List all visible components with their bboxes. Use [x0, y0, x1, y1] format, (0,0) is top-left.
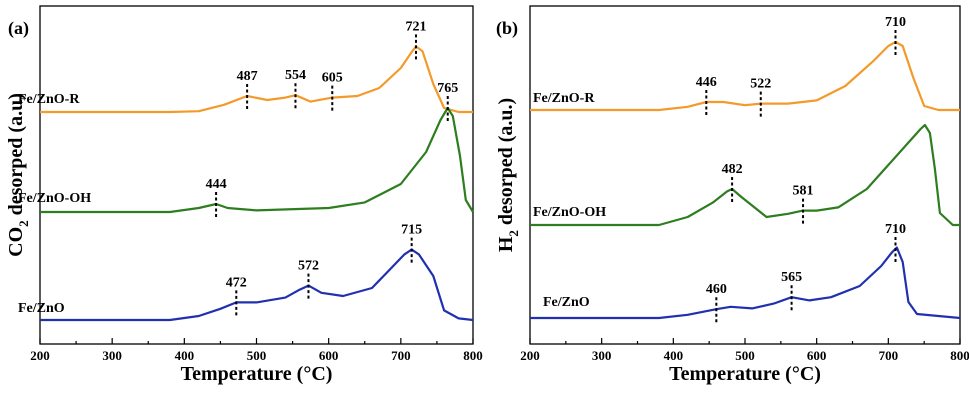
series-label: Fe/ZnO-OH — [533, 205, 606, 220]
peak-label: 710 — [885, 15, 906, 30]
x-tick-label: 700 — [879, 348, 899, 363]
x-tick-label: 700 — [391, 348, 411, 363]
peak-label: 472 — [226, 275, 247, 290]
x-tick-label: 400 — [664, 348, 684, 363]
x-tick-label: 200 — [520, 348, 540, 363]
peak-label: 522 — [750, 77, 771, 92]
y-axis-title: H2 desorped (a.u.) — [495, 98, 521, 252]
peak-label: 572 — [298, 259, 319, 274]
peak-label: 710 — [885, 222, 906, 237]
y-axis-title: CO2 desorped (a.u) — [5, 93, 31, 257]
peak-label: 554 — [285, 68, 306, 83]
peak-label: 605 — [322, 71, 343, 86]
peak-label: 715 — [401, 223, 422, 238]
peak-label: 765 — [437, 81, 458, 96]
series-label: Fe/ZnO — [18, 301, 65, 316]
peak-label: 460 — [706, 282, 727, 297]
series-label: Fe/ZnO-R — [18, 92, 80, 107]
x-tick-label: 800 — [463, 348, 483, 363]
x-tick-label: 500 — [247, 348, 267, 363]
x-tick-label: 300 — [592, 348, 612, 363]
series-line-fe-zno — [530, 246, 961, 320]
x-tick-label: 600 — [807, 348, 827, 363]
x-axis-title: Temperature (°C) — [669, 363, 821, 385]
x-tick-label: 400 — [175, 348, 195, 363]
series-line-fe-zno-oh — [530, 123, 960, 227]
series-line-fe-zno — [40, 248, 474, 322]
series-label: Fe/ZnO-R — [533, 91, 595, 106]
panel-label: (a) — [8, 18, 29, 39]
series-line-fe-zno-r — [530, 40, 960, 112]
plot-frame — [529, 5, 961, 345]
peak-label: 482 — [722, 162, 743, 177]
x-tick-label: 800 — [950, 348, 969, 363]
x-tick-label: 500 — [735, 348, 755, 363]
series-line-fe-zno-r — [40, 45, 473, 114]
panel-b: 200 300 400 500 600 700 800 Temperature (°C) H2 … — [495, 5, 969, 385]
peak-label: 565 — [781, 270, 802, 285]
peak-label: 581 — [793, 184, 814, 199]
series-label: Fe/ZnO-OH — [18, 191, 91, 206]
x-tick-label: 300 — [102, 348, 122, 363]
x-tick-label: 600 — [319, 348, 339, 363]
peak-label: 721 — [405, 19, 426, 34]
panel-a: 200 300 400 500 600 700 800 Temperature (°C) CO2… — [5, 5, 483, 385]
x-tick-label: 200 — [30, 348, 50, 363]
series-label: Fe/ZnO — [543, 295, 590, 310]
panel-label: (b) — [496, 18, 518, 39]
series-line-fe-zno-oh — [40, 106, 474, 214]
peak-label: 446 — [696, 75, 717, 90]
peak-label: 444 — [206, 177, 227, 192]
x-axis-title: Temperature (°C) — [181, 363, 333, 385]
peak-label: 487 — [237, 69, 258, 84]
